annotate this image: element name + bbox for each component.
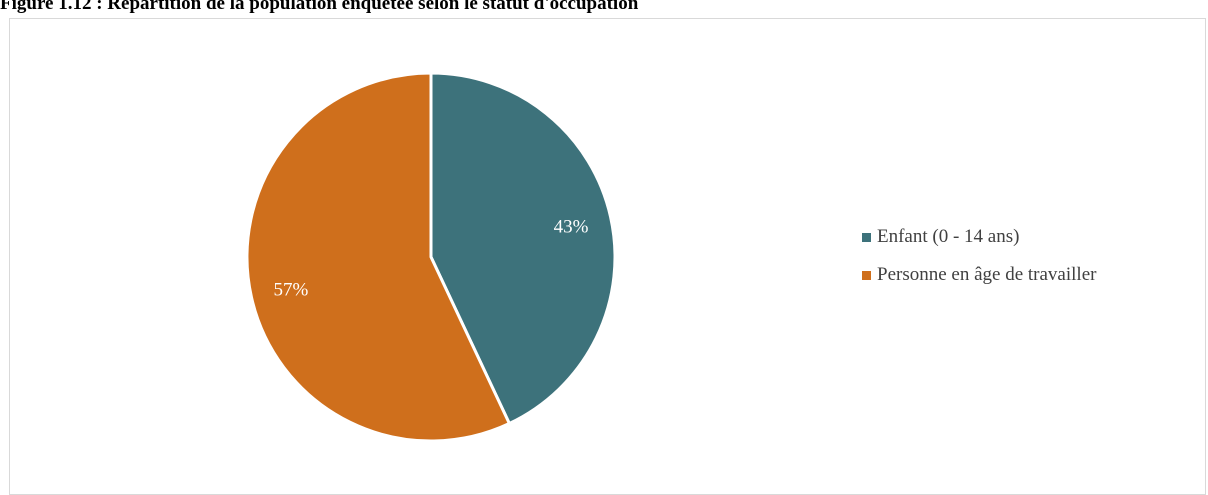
slice-label-enfant: 43% — [554, 217, 589, 238]
legend-swatch-personne — [862, 270, 871, 280]
pie-slice-enfant — [429, 71, 617, 425]
legend-label-enfant: Enfant (0 - 14 ans) — [877, 226, 1020, 247]
legend-item-enfant: Enfant (0 - 14 ans) — [862, 218, 1096, 256]
chart-legend: Enfant (0 - 14 ans) Personne en âge de t… — [862, 218, 1096, 294]
slice-label-personne: 57% — [274, 279, 309, 300]
pie-slice-personne — [245, 71, 511, 443]
legend-item-personne: Personne en âge de travailler — [862, 256, 1096, 294]
legend-swatch-enfant — [862, 232, 871, 242]
figure-title: Figure 1.12 : Répartition de la populati… — [0, 0, 639, 14]
legend-label-personne: Personne en âge de travailler — [877, 264, 1097, 285]
